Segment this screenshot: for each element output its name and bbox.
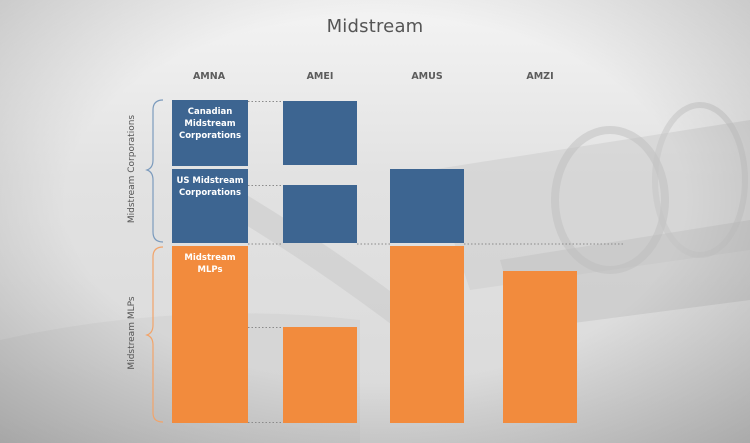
mlp-block-label: Midstream MLPs: [184, 253, 236, 275]
amei-mlp-block: [283, 327, 357, 423]
column-label-amna: AMNA: [192, 71, 226, 82]
us-block-label: US Midstream Corporations: [176, 176, 244, 198]
canadian-block-label: Canadian Midstream Corporations: [178, 107, 242, 141]
corporations-bracket: [145, 99, 164, 243]
amna-us-block: US Midstream Corporations: [172, 169, 248, 243]
group-label-corporations: Midstream Corporations: [127, 114, 137, 224]
column-label-amei: AMEI: [306, 71, 334, 82]
column-label-amzi: AMZI: [526, 71, 554, 82]
mlps-bracket: [145, 246, 164, 423]
amus-us-block: [390, 169, 464, 243]
amei-us-block: [283, 185, 357, 243]
amei-canadian-block: [283, 101, 357, 165]
amus-mlp-block: [390, 246, 464, 423]
amzi-mlp-block: [503, 271, 577, 423]
column-label-amus: AMUS: [411, 71, 443, 82]
amna-mlp-block: Midstream MLPs: [172, 246, 248, 423]
diagram-title: Midstream: [326, 16, 424, 37]
group-label-mlps: Midstream MLPs: [127, 296, 137, 370]
amna-canadian-block: Canadian Midstream Corporations: [172, 100, 248, 166]
